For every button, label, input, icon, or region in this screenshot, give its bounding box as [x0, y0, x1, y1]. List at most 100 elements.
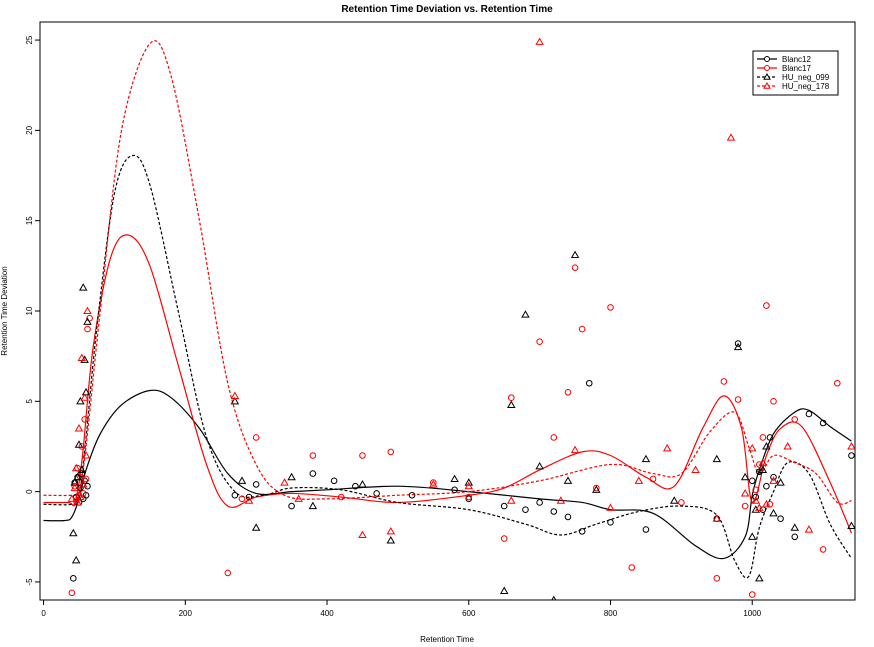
data-point: [82, 475, 90, 483]
data-point: [759, 434, 767, 441]
data-point: [429, 479, 438, 488]
data-point: [238, 495, 246, 503]
data-point: [770, 398, 777, 405]
data-point: [758, 465, 768, 473]
x-tick-label: 800: [604, 609, 618, 618]
data-point: [564, 513, 572, 521]
data-point: [78, 283, 88, 291]
data-point: [308, 501, 318, 510]
data-point: [819, 546, 827, 553]
x-tick-label: 400: [320, 609, 334, 618]
data-point: [387, 448, 395, 456]
data-point: [73, 498, 82, 506]
data-point: [74, 440, 84, 448]
series-curve-3: [43, 40, 852, 505]
y-tick-label: -5: [25, 578, 34, 586]
data-point: [770, 473, 777, 481]
x-tick-label: 200: [179, 609, 193, 618]
data-point: [408, 491, 416, 499]
data-point: [740, 472, 750, 481]
data-point: [550, 434, 558, 441]
data-point: [83, 317, 92, 325]
data-point: [791, 416, 799, 423]
data-point: [628, 564, 636, 571]
data-point: [606, 503, 615, 511]
data-point: [251, 523, 261, 531]
data-point: [80, 355, 89, 363]
data-point: [804, 525, 814, 533]
data-point: [71, 463, 81, 472]
data-point: [734, 396, 742, 403]
data-point: [649, 475, 657, 483]
data-point: [252, 434, 260, 441]
data-point: [70, 575, 77, 582]
data-point: [755, 573, 764, 582]
data-point: [83, 306, 92, 315]
data-point: [763, 482, 770, 490]
data-point: [500, 502, 508, 510]
data-point: [833, 379, 841, 387]
data-point: [309, 452, 317, 459]
data-point: [756, 461, 763, 468]
data-point: [670, 496, 679, 504]
data-point: [733, 342, 743, 351]
data-point: [556, 496, 566, 504]
data-point: [78, 443, 86, 450]
data-point: [86, 314, 93, 322]
series-curve-0: [43, 389, 852, 560]
data-point: [691, 465, 700, 473]
legend-label: HU_neg_178: [782, 82, 830, 91]
data-point: [756, 468, 763, 476]
data-point: [748, 591, 756, 598]
y-tick-label: 15: [25, 216, 34, 225]
data-point: [712, 454, 722, 463]
data-point: [245, 493, 253, 501]
data-point: [748, 477, 756, 485]
x-tick-label: 600: [462, 609, 476, 618]
data-point: [73, 472, 82, 481]
data-point: [751, 496, 761, 504]
data-point: [465, 495, 473, 503]
legend-marker: [764, 56, 770, 62]
data-point: [550, 508, 558, 515]
data-point: [535, 37, 544, 45]
series-curve-2: [43, 154, 852, 579]
data-point: [751, 505, 761, 513]
data-point: [252, 481, 260, 488]
fit-curves: [43, 40, 853, 579]
data-point: [358, 530, 367, 539]
data-point: [521, 310, 530, 318]
data-point: [847, 442, 855, 450]
data-point: [805, 410, 813, 418]
data-point: [734, 340, 742, 347]
data-point: [309, 470, 317, 477]
data-point: [678, 499, 685, 506]
y-tick-label: 20: [25, 125, 34, 134]
data-point: [352, 482, 359, 490]
data-point: [464, 478, 474, 486]
data-point: [81, 387, 91, 396]
data-point: [578, 528, 586, 535]
x-axis-label: Retention Time: [420, 635, 474, 644]
data-point: [71, 482, 79, 490]
data-point: [848, 452, 855, 459]
data-point: [713, 575, 721, 582]
data-point: [450, 474, 459, 483]
legend-marker: [763, 72, 771, 80]
y-axis-label: Retention Time Deviation: [0, 266, 9, 355]
data-point: [74, 423, 84, 432]
data-point: [769, 476, 778, 484]
y-tick-label: 0: [25, 489, 34, 494]
data-point: [288, 502, 295, 510]
data-point: [330, 477, 338, 485]
data-point: [790, 523, 800, 531]
data-point: [78, 470, 86, 477]
data-point: [791, 533, 799, 541]
legend-marker: [764, 65, 770, 71]
data-point: [741, 502, 749, 510]
data-point: [451, 486, 458, 494]
data-point: [762, 442, 771, 450]
data-point: [607, 519, 614, 526]
legend-label: HU_neg_099: [782, 73, 830, 82]
